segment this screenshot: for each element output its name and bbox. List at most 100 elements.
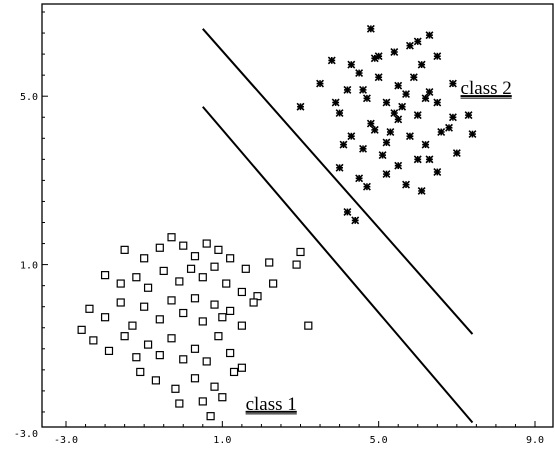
class1-point	[237, 363, 246, 372]
class2-point	[405, 132, 414, 141]
class2-point	[335, 163, 344, 172]
data-points	[77, 24, 477, 421]
y-tick-label: 5.0	[20, 92, 38, 103]
y-tick-label: 1.0	[20, 261, 38, 272]
class2-point	[433, 168, 442, 176]
class1-point	[186, 264, 196, 273]
class1-point	[171, 384, 180, 393]
class2-point	[413, 37, 422, 46]
class2-point	[425, 31, 434, 40]
class2-point	[421, 94, 430, 103]
class2-point	[351, 216, 360, 225]
class1-point	[179, 241, 188, 250]
class1-point	[296, 247, 305, 257]
class2-point	[398, 102, 407, 111]
class1-point	[190, 294, 200, 303]
class1-point	[229, 367, 239, 377]
class1-point	[190, 374, 200, 383]
class2-point	[433, 52, 442, 61]
class1-point	[104, 346, 114, 356]
class1-point	[179, 355, 188, 364]
class2-point	[343, 208, 352, 216]
class-2-label: class 2	[461, 78, 512, 99]
class2-point	[370, 125, 379, 134]
class1-point	[304, 321, 313, 330]
class1-point	[226, 306, 235, 316]
class1-point	[237, 321, 246, 330]
class1-point	[136, 367, 145, 377]
class2-point	[390, 48, 399, 56]
class1-point	[143, 340, 153, 349]
axes	[41, 3, 554, 428]
class2-point	[394, 161, 403, 170]
class1-point	[155, 243, 164, 252]
class1-point	[85, 304, 94, 313]
class2-point	[394, 81, 403, 90]
class2-point	[402, 90, 410, 99]
class2-point	[421, 140, 430, 149]
class1-point	[206, 412, 215, 421]
class2-point	[374, 52, 383, 61]
class1-point	[167, 334, 176, 343]
class2-point	[417, 186, 426, 195]
class1-point	[218, 393, 227, 402]
class2-point	[335, 109, 344, 118]
x-tick-label: 5.0	[370, 435, 388, 446]
class2-point	[378, 151, 387, 160]
class1-point	[77, 325, 86, 334]
class2-point	[425, 155, 434, 164]
class1-point	[179, 308, 188, 318]
class2-point	[327, 56, 336, 65]
class1-point	[241, 264, 250, 273]
class1-point	[190, 252, 200, 261]
class2-point	[452, 149, 461, 158]
y-tick-label: -3.0	[14, 429, 38, 440]
class2-point	[437, 128, 446, 136]
class2-point	[374, 73, 383, 82]
class2-point	[339, 140, 348, 149]
class2-point	[347, 60, 356, 69]
class1-point	[202, 357, 211, 366]
class1-point	[210, 382, 219, 391]
class2-point	[425, 88, 434, 96]
class2-point	[382, 170, 391, 179]
class2-point	[468, 130, 477, 139]
class2-point	[355, 174, 364, 183]
class1-point	[132, 273, 141, 282]
class2-point	[405, 41, 414, 50]
class1-point	[167, 233, 176, 242]
class1-point	[222, 279, 231, 288]
class2-point	[382, 138, 391, 147]
class2-point	[409, 73, 418, 82]
class2-point	[382, 98, 391, 107]
class2-point	[343, 85, 352, 94]
class2-point	[359, 144, 367, 153]
class-annotations: class 1 class 2	[245, 78, 512, 415]
class1-point	[155, 351, 164, 360]
class1-point	[128, 321, 137, 330]
class1-point	[100, 271, 110, 280]
class1-point	[159, 266, 168, 276]
class1-point	[202, 239, 211, 248]
class1-point	[116, 279, 125, 288]
class1-point	[175, 399, 184, 408]
class1-point	[214, 332, 223, 341]
class2-point	[394, 115, 403, 124]
class1-point	[175, 277, 184, 286]
class2-point	[464, 111, 473, 120]
class2-point	[386, 128, 395, 136]
class1-point	[226, 348, 235, 358]
class1-point	[265, 258, 274, 267]
class2-point	[448, 113, 457, 122]
x-tick-label: 1.0	[213, 435, 231, 446]
plot-frame	[41, 3, 554, 428]
class2-point	[417, 60, 426, 69]
class2-point	[445, 123, 453, 132]
class2-point	[362, 182, 371, 191]
class2-point	[296, 102, 305, 111]
class2-point	[366, 119, 375, 128]
class1-point	[116, 298, 125, 307]
x-tick-label: 9.0	[526, 435, 544, 446]
class1-point	[210, 300, 219, 309]
